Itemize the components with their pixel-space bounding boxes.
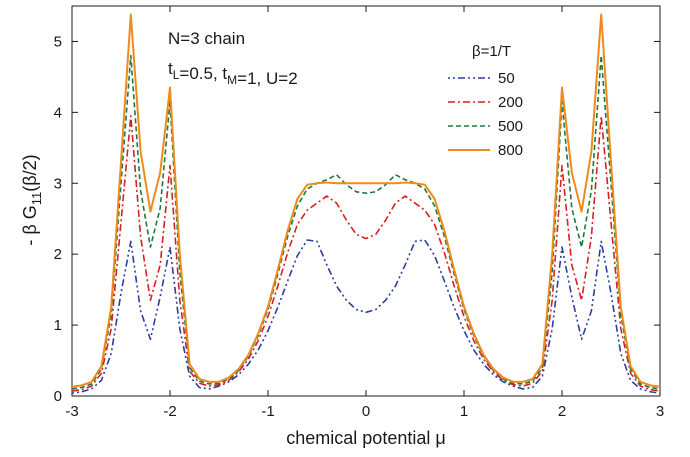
series-line-800 [71,13,661,388]
y-tick-label: 0 [54,388,62,405]
y-tick-label: 4 [54,104,62,121]
y-tick-label: 3 [54,175,62,192]
legend-label-500: 500 [498,118,523,135]
legend: β=1/T 50 200 500 800 [448,43,523,159]
series-line-50 [71,239,661,394]
annotation-block: N=3 chain tL=0.5, tM=1, U=2 [168,29,298,88]
ticks: -3 -2 -1 0 1 2 3 0 1 2 3 4 5 [54,6,664,420]
legend-label-200: 200 [498,94,523,111]
x-tick-label: -1 [261,403,274,420]
y-tick-label: 5 [54,33,62,50]
legend-label-50: 50 [498,70,515,87]
x-tick-label: 3 [656,403,664,420]
x-tick-label: 0 [362,403,370,420]
x-axis-label: chemical potential μ [286,428,445,448]
legend-title: β=1/T [472,43,511,60]
x-tick-label: 2 [558,403,566,420]
series-line-200 [71,115,661,392]
y-tick-label: 2 [54,246,62,263]
annotation-line2: tL=0.5, tM=1, U=2 [168,59,298,88]
x-tick-label: -2 [163,403,176,420]
plot-area: -3 -2 -1 0 1 2 3 0 1 2 3 4 5 [54,5,664,420]
y-axis-label: - β G11(β/2) [20,154,44,245]
x-tick-label: -3 [65,403,78,420]
series-line-500 [71,54,661,390]
annotation-line1: N=3 chain [168,29,245,48]
series-group [71,13,661,394]
legend-label-800: 800 [498,142,523,159]
y-tick-label: 1 [54,317,62,334]
x-tick-label: 1 [460,403,468,420]
